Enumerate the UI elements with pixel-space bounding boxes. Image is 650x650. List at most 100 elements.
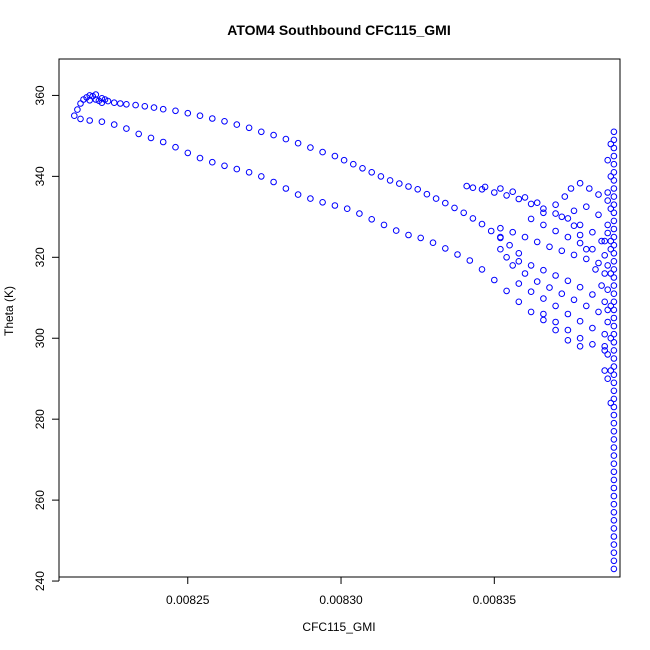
data-point xyxy=(405,183,412,190)
data-point xyxy=(546,284,553,291)
data-point xyxy=(610,314,618,322)
data-point xyxy=(515,298,523,306)
data-point xyxy=(610,136,618,144)
data-point xyxy=(184,109,192,117)
data-point xyxy=(610,355,618,362)
data-point xyxy=(610,298,618,306)
data-point xyxy=(595,191,602,198)
x-tick-label: 0.00825 xyxy=(166,593,210,607)
data-point xyxy=(478,220,486,228)
data-point xyxy=(86,97,93,104)
data-point xyxy=(610,428,618,435)
data-point xyxy=(527,308,535,316)
data-point xyxy=(601,298,609,306)
data-point xyxy=(454,251,461,258)
data-point xyxy=(521,233,529,241)
data-point xyxy=(610,468,618,476)
data-point xyxy=(319,199,326,206)
data-point xyxy=(592,266,599,273)
data-point xyxy=(331,152,339,160)
data-point xyxy=(552,201,559,208)
data-point xyxy=(527,288,535,296)
data-point xyxy=(601,343,609,350)
data-point xyxy=(396,180,403,187)
data-point xyxy=(159,105,167,113)
data-point xyxy=(564,326,572,334)
data-point xyxy=(466,257,474,264)
data-point xyxy=(392,227,400,234)
data-point xyxy=(147,134,155,142)
data-point xyxy=(610,549,618,557)
data-point xyxy=(601,330,609,338)
data-point xyxy=(552,326,559,334)
data-point xyxy=(509,188,517,195)
data-point xyxy=(595,211,602,219)
x-tick-label: 0.00835 xyxy=(473,593,517,607)
data-point xyxy=(576,239,584,247)
data-point xyxy=(601,237,609,245)
data-point xyxy=(343,205,351,212)
chart-title: ATOM4 Southbound CFC115_GMI xyxy=(227,22,451,38)
data-point xyxy=(491,276,498,284)
data-point xyxy=(589,245,596,253)
data-point xyxy=(527,200,535,208)
data-point xyxy=(604,306,612,314)
data-point xyxy=(71,112,78,119)
data-point xyxy=(221,118,228,125)
data-point xyxy=(92,96,100,103)
data-point xyxy=(610,533,618,540)
data-point xyxy=(540,209,547,217)
data-point xyxy=(377,173,385,180)
data-point xyxy=(610,128,618,136)
data-point xyxy=(576,283,584,291)
data-point xyxy=(564,277,572,285)
data-point xyxy=(460,209,468,217)
data-point xyxy=(540,295,547,302)
data-point xyxy=(442,199,449,207)
data-point xyxy=(610,169,618,176)
data-point xyxy=(135,130,142,138)
data-point xyxy=(77,115,84,123)
data-point xyxy=(515,280,523,287)
data-point xyxy=(610,565,618,573)
data-point xyxy=(601,252,609,259)
data-point xyxy=(610,363,618,370)
data-point xyxy=(586,185,593,192)
data-point xyxy=(604,229,612,237)
data-point xyxy=(132,101,139,109)
y-tick-label: 340 xyxy=(33,166,47,186)
data-point xyxy=(196,112,204,119)
data-point xyxy=(552,302,559,310)
data-point xyxy=(209,115,216,122)
y-axis-label: Theta (K) xyxy=(2,286,16,336)
data-point xyxy=(610,144,618,152)
data-point xyxy=(610,517,618,524)
data-point xyxy=(533,238,541,246)
data-point xyxy=(509,228,517,236)
data-point xyxy=(610,160,618,168)
data-point xyxy=(610,250,618,257)
data-point xyxy=(159,138,167,146)
data-point xyxy=(74,106,81,113)
data-point xyxy=(576,221,584,229)
data-point xyxy=(487,227,495,235)
data-point xyxy=(610,233,618,241)
y-tick-label: 240 xyxy=(33,571,47,591)
data-point xyxy=(270,131,277,139)
data-point xyxy=(86,117,93,124)
data-point xyxy=(610,322,618,330)
data-point xyxy=(610,347,618,354)
data-point xyxy=(604,197,612,204)
data-point xyxy=(469,184,477,191)
data-point xyxy=(429,239,437,246)
data-point xyxy=(340,156,348,164)
data-point xyxy=(576,317,584,325)
data-point xyxy=(527,262,535,269)
data-point xyxy=(98,99,106,106)
data-point xyxy=(610,282,618,289)
data-point xyxy=(110,99,118,106)
data-point xyxy=(258,173,265,180)
data-point xyxy=(583,203,590,210)
data-point xyxy=(610,492,618,500)
